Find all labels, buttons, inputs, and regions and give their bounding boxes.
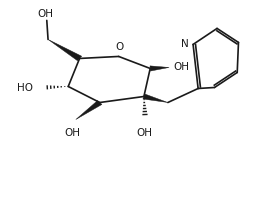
Polygon shape	[142, 95, 167, 103]
Text: OH: OH	[37, 9, 53, 19]
Polygon shape	[75, 101, 102, 120]
Text: OH: OH	[136, 127, 152, 137]
Polygon shape	[149, 66, 168, 72]
Text: O: O	[115, 42, 124, 52]
Text: OH: OH	[64, 127, 80, 137]
Text: N: N	[180, 39, 188, 49]
Text: OH: OH	[172, 62, 188, 72]
Text: HO: HO	[17, 83, 33, 93]
Polygon shape	[48, 40, 81, 61]
